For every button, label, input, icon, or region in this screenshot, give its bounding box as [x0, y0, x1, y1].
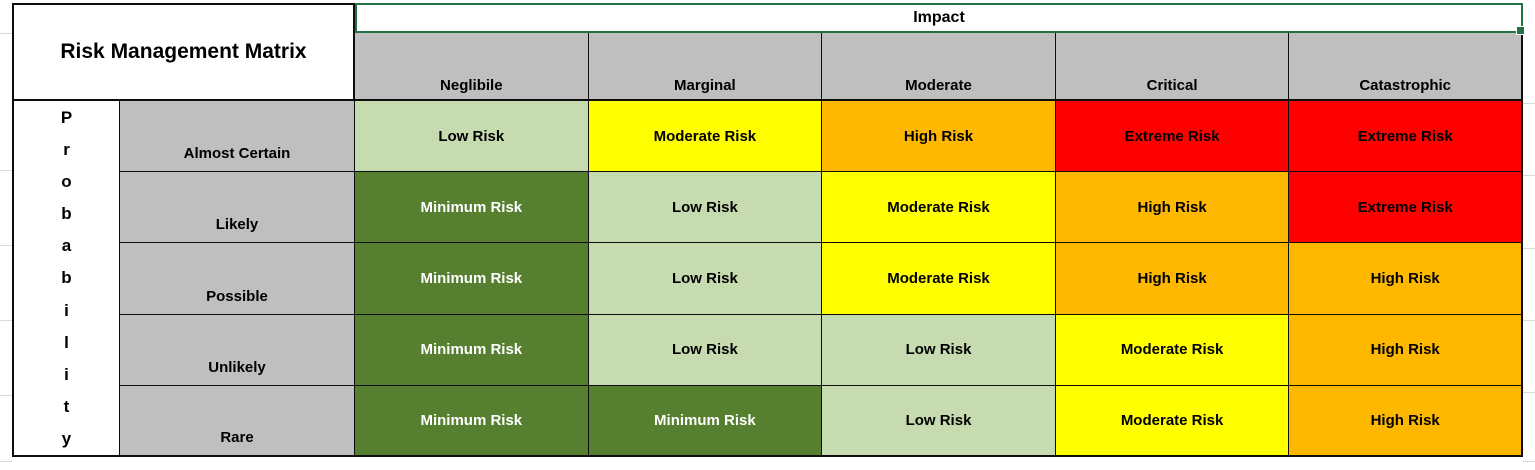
impact-level-header[interactable]: Moderate	[822, 33, 1056, 101]
risk-cell[interactable]: Low Risk	[588, 172, 823, 244]
gridline	[1523, 248, 1535, 249]
gridline	[1523, 103, 1535, 104]
risk-cell[interactable]: Minimum Risk	[355, 172, 589, 244]
probability-level-label[interactable]: Likely	[120, 172, 355, 244]
risk-cell[interactable]: Low Risk	[822, 314, 1056, 386]
gridline	[1523, 320, 1535, 321]
risk-cell[interactable]: Extreme Risk	[1289, 101, 1523, 173]
probability-letter: a	[61, 236, 72, 256]
selection-fill-handle[interactable]	[1516, 26, 1525, 35]
probability-letter: b	[61, 204, 72, 224]
risk-cell[interactable]: High Risk	[1289, 243, 1523, 315]
risk-cell[interactable]: Extreme Risk	[1055, 101, 1290, 173]
impact-level-header[interactable]: Critical	[1055, 33, 1290, 101]
risk-cell[interactable]: Low Risk	[355, 101, 589, 173]
risk-cell[interactable]: Minimum Risk	[355, 243, 589, 315]
gridline	[0, 395, 12, 396]
risk-cell[interactable]: Extreme Risk	[1289, 172, 1523, 244]
risk-cell[interactable]: Low Risk	[822, 385, 1056, 457]
gridline	[1523, 392, 1535, 393]
gridline	[0, 320, 12, 321]
risk-cell[interactable]: Moderate Risk	[1055, 385, 1290, 457]
risk-cell[interactable]: High Risk	[1289, 385, 1523, 457]
risk-cell[interactable]: High Risk	[822, 101, 1056, 173]
probability-level-label[interactable]: Almost Certain	[120, 101, 355, 173]
risk-cell[interactable]: Moderate Risk	[822, 243, 1056, 315]
risk-cell[interactable]: Moderate Risk	[1055, 314, 1290, 386]
risk-cell[interactable]: Minimum Risk	[588, 385, 823, 457]
risk-cell[interactable]: Moderate Risk	[822, 172, 1056, 244]
gridline	[0, 33, 12, 34]
probability-letter: P	[60, 108, 73, 127]
gridline	[1523, 461, 1535, 462]
probability-letter: b	[61, 268, 72, 288]
risk-cell[interactable]: Low Risk	[588, 314, 823, 386]
impact-level-header[interactable]: Catastrophic	[1289, 33, 1523, 101]
probability-letter: y	[61, 428, 72, 448]
risk-cell[interactable]: Moderate Risk	[588, 101, 823, 173]
matrix-title: Risk Management Matrix	[60, 40, 307, 63]
probability-level-label[interactable]: Possible	[120, 243, 355, 315]
risk-cell[interactable]: High Risk	[1055, 243, 1290, 315]
impact-header-cell[interactable]: Impact	[355, 3, 1525, 35]
matrix-title-cell[interactable]: Risk Management Matrix	[12, 3, 355, 101]
impact-header-label: Impact	[913, 9, 965, 26]
risk-cell[interactable]: Low Risk	[588, 243, 823, 315]
probability-letter: t	[63, 396, 70, 416]
probability-letter: i	[64, 364, 69, 384]
probability-letter: r	[63, 140, 70, 160]
risk-cell[interactable]: Minimum Risk	[355, 314, 589, 386]
probability-letter: o	[61, 172, 72, 192]
gridline	[0, 461, 12, 462]
risk-cell[interactable]: High Risk	[1055, 172, 1290, 244]
gridline	[0, 245, 12, 246]
probability-level-label[interactable]: Unlikely	[120, 314, 355, 386]
impact-level-header[interactable]: Marginal	[588, 33, 823, 101]
probability-level-label[interactable]: Rare	[120, 385, 355, 457]
gridline	[0, 170, 12, 171]
risk-cell[interactable]: Minimum Risk	[355, 385, 589, 457]
probability-letter: l	[64, 332, 69, 352]
probability-letter: i	[64, 300, 69, 320]
impact-level-header[interactable]: Neglibile	[355, 33, 589, 101]
risk-cell[interactable]: High Risk	[1289, 314, 1523, 386]
gridline	[1523, 175, 1535, 176]
